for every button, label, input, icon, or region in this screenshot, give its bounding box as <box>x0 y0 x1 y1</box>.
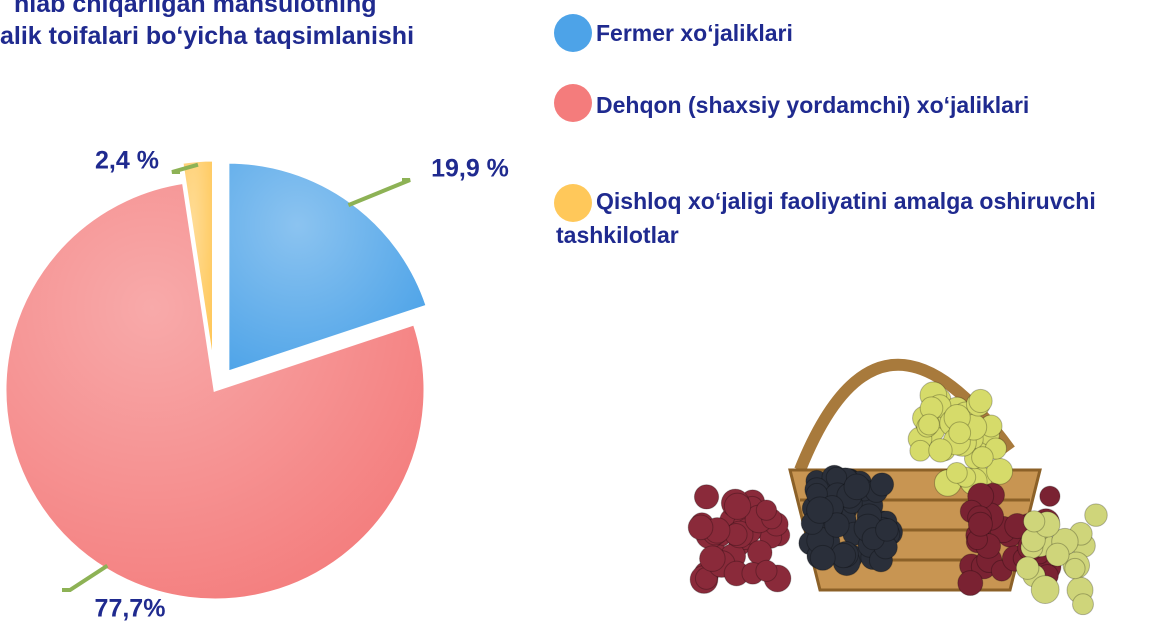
leader-line <box>347 178 411 207</box>
legend-label: Fermer xo‘jaliklari <box>596 20 793 46</box>
legend-label: Qishloq xo‘jaligi faoliyatini amalga osh… <box>556 188 1096 248</box>
legend-swatch <box>554 84 592 122</box>
grape <box>843 473 871 501</box>
grape <box>948 421 972 445</box>
grape <box>918 413 940 436</box>
slice-shine <box>181 160 214 371</box>
grape <box>699 545 726 572</box>
grape <box>693 484 720 510</box>
data-label: 77,7% <box>95 595 166 623</box>
data-label: 2,4 % <box>95 147 159 175</box>
legend-swatch <box>554 184 592 222</box>
data-label: 19,9 % <box>431 155 509 183</box>
grape <box>806 496 834 524</box>
grape <box>945 461 968 484</box>
grapes-image <box>687 358 1108 616</box>
grape <box>869 472 895 497</box>
leader-line <box>62 563 109 592</box>
grape <box>723 492 752 520</box>
title-line: hlab chiqarilgan mahsulotning <box>14 0 377 18</box>
grape <box>971 446 994 469</box>
grape <box>755 559 778 582</box>
slice-shine <box>227 162 428 373</box>
legend-swatch <box>554 14 592 52</box>
grape <box>1045 542 1070 567</box>
grape <box>1039 485 1061 507</box>
grape <box>1015 556 1040 580</box>
grape <box>809 544 836 571</box>
grape <box>1030 575 1060 605</box>
grape <box>928 438 953 463</box>
title-line: alik toifalari bo‘yicha taqsimlanishi <box>0 22 415 50</box>
grape <box>967 511 993 537</box>
grape <box>957 570 984 597</box>
slice-shine <box>5 182 425 600</box>
grape <box>968 388 993 414</box>
grape <box>1023 510 1046 533</box>
grape <box>1064 557 1086 580</box>
grape <box>1084 503 1108 527</box>
grape <box>875 517 899 542</box>
grape <box>755 499 778 521</box>
leader-line <box>171 162 199 174</box>
grape <box>909 439 932 462</box>
grape <box>1072 593 1094 616</box>
grape <box>687 514 714 541</box>
grape <box>824 512 850 538</box>
legend-label: Dehqon (shaxsiy yordamchi) xo‘jaliklari <box>596 92 1030 118</box>
